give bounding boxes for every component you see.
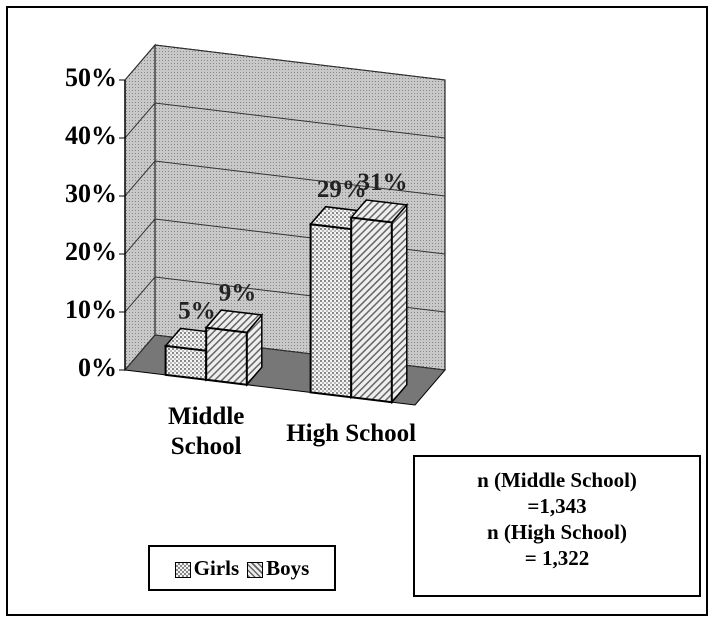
value-label: 5% bbox=[178, 298, 216, 325]
bar bbox=[164, 344, 208, 381]
frame bbox=[6, 6, 708, 616]
y-tick-label: 20% bbox=[65, 237, 117, 266]
grid-line bbox=[124, 44, 446, 81]
x-tick-label: Middle School bbox=[167, 402, 245, 460]
annotation: n (High School) bbox=[486, 520, 628, 544]
legend-label: Girls bbox=[193, 555, 240, 580]
value-label: 31% bbox=[358, 169, 408, 196]
value-label: 9% bbox=[219, 279, 257, 306]
bar bbox=[205, 326, 248, 386]
legend-item: Girls bbox=[174, 555, 240, 581]
y-tick-label: 50% bbox=[65, 63, 117, 92]
value-label: 29% bbox=[317, 176, 367, 203]
x-tick-label: High School bbox=[286, 420, 417, 448]
bar-side bbox=[391, 202, 408, 405]
annotation: n (Middle School) bbox=[477, 468, 637, 492]
grid-line bbox=[124, 102, 446, 139]
annotation: =1,343 bbox=[527, 494, 587, 518]
side-wall bbox=[124, 43, 156, 372]
legend-swatch bbox=[247, 561, 264, 578]
y-tick-label: 40% bbox=[65, 121, 117, 150]
bar bbox=[309, 223, 353, 399]
y-tick-label: 10% bbox=[65, 295, 117, 324]
note-box: n (Middle School) =1,343 n (High School) = … bbox=[413, 455, 701, 597]
annotation: = 1,322 bbox=[524, 546, 590, 570]
y-tick-label: 0% bbox=[78, 353, 117, 382]
legend: Girls Boys bbox=[148, 545, 336, 591]
grid-line bbox=[124, 160, 446, 197]
legend-label: Boys bbox=[266, 555, 310, 580]
y-tick-label: 30% bbox=[65, 179, 117, 208]
legend-item: Boys bbox=[247, 556, 309, 581]
legend-swatch bbox=[174, 561, 191, 578]
bar bbox=[350, 216, 393, 404]
